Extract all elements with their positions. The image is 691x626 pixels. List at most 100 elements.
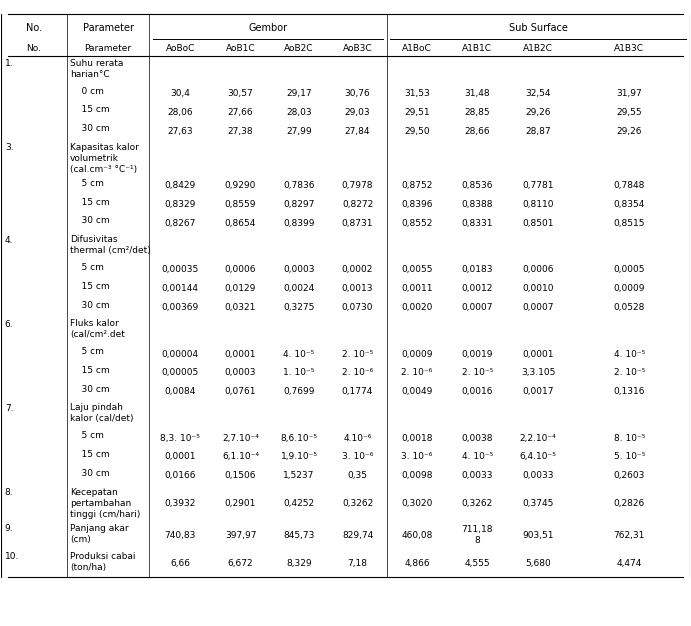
Text: 460,08: 460,08 <box>401 531 433 540</box>
Text: 0,9290: 0,9290 <box>225 182 256 190</box>
Text: 0,8110: 0,8110 <box>522 200 554 209</box>
Text: 0,3745: 0,3745 <box>522 498 554 508</box>
Text: 0,0005: 0,0005 <box>614 265 645 274</box>
Text: 0,8501: 0,8501 <box>522 218 554 228</box>
Text: A1B3C: A1B3C <box>614 44 645 53</box>
Text: 30 cm: 30 cm <box>70 469 110 478</box>
Text: 0,00035: 0,00035 <box>162 265 199 274</box>
Text: 2. 10⁻⁵: 2. 10⁻⁵ <box>462 368 493 377</box>
Text: Parameter: Parameter <box>82 23 133 33</box>
Text: 0,8396: 0,8396 <box>401 200 433 209</box>
Text: 3.: 3. <box>5 143 13 153</box>
Text: 0,7836: 0,7836 <box>283 182 315 190</box>
Text: 3. 10⁻⁶: 3. 10⁻⁶ <box>401 453 433 461</box>
Text: Difusivitas
thermal (cm²/det): Difusivitas thermal (cm²/det) <box>70 235 151 255</box>
Text: 0,0009: 0,0009 <box>614 284 645 293</box>
Text: 8. 10⁻⁵: 8. 10⁻⁵ <box>614 434 645 443</box>
Text: Produksi cabai
(ton/ha): Produksi cabai (ton/ha) <box>70 552 135 572</box>
Text: 2. 10⁻⁵: 2. 10⁻⁵ <box>614 368 645 377</box>
Text: 27,38: 27,38 <box>228 126 254 135</box>
Text: 0,0098: 0,0098 <box>401 471 433 480</box>
Text: 0,1316: 0,1316 <box>614 387 645 396</box>
Text: 5 cm: 5 cm <box>70 179 104 188</box>
Text: 0,0033: 0,0033 <box>462 471 493 480</box>
Text: 15 cm: 15 cm <box>70 198 110 207</box>
Text: 740,83: 740,83 <box>164 531 196 540</box>
Text: 0,0010: 0,0010 <box>522 284 554 293</box>
Text: 2,2.10⁻⁴: 2,2.10⁻⁴ <box>520 434 556 443</box>
Text: 31,53: 31,53 <box>404 89 430 98</box>
Text: 0,8752: 0,8752 <box>401 182 433 190</box>
Text: 4.10⁻⁶: 4.10⁻⁶ <box>343 434 372 443</box>
Text: 28,03: 28,03 <box>286 108 312 117</box>
Text: 762,31: 762,31 <box>614 531 645 540</box>
Text: 8,329: 8,329 <box>286 559 312 568</box>
Text: 0,0011: 0,0011 <box>401 284 433 293</box>
Text: 30,76: 30,76 <box>345 89 370 98</box>
Text: 0,4252: 0,4252 <box>283 498 314 508</box>
Text: 0,0016: 0,0016 <box>462 387 493 396</box>
Text: 0,8272: 0,8272 <box>342 200 373 209</box>
Text: 1.: 1. <box>5 59 13 68</box>
Text: 30 cm: 30 cm <box>70 217 110 225</box>
Text: 0,0003: 0,0003 <box>283 265 315 274</box>
Text: 30,57: 30,57 <box>227 89 254 98</box>
Text: 28,66: 28,66 <box>464 126 490 135</box>
Text: 6,1.10⁻⁴: 6,1.10⁻⁴ <box>222 453 259 461</box>
Text: 0,0049: 0,0049 <box>401 387 433 396</box>
Text: 0,3262: 0,3262 <box>342 498 373 508</box>
Text: 2. 10⁻⁶: 2. 10⁻⁶ <box>342 368 373 377</box>
Text: 4. 10⁻⁵: 4. 10⁻⁵ <box>283 350 314 359</box>
Text: 30 cm: 30 cm <box>70 300 110 309</box>
Text: 27,66: 27,66 <box>228 108 254 117</box>
Text: 0,00144: 0,00144 <box>162 284 199 293</box>
Text: Fluks kalor
(cal/cm².det: Fluks kalor (cal/cm².det <box>70 319 125 339</box>
Text: 0,0038: 0,0038 <box>462 434 493 443</box>
Text: A1B2C: A1B2C <box>523 44 553 53</box>
Text: 31,48: 31,48 <box>464 89 490 98</box>
Text: 29,26: 29,26 <box>616 126 642 135</box>
Text: 845,73: 845,73 <box>283 531 314 540</box>
Text: A1BoC: A1BoC <box>402 44 432 53</box>
Text: 30 cm: 30 cm <box>70 384 110 394</box>
Text: 5 cm: 5 cm <box>70 263 104 272</box>
Text: 0,3262: 0,3262 <box>462 498 493 508</box>
Text: 0,1506: 0,1506 <box>225 471 256 480</box>
Text: 0,0129: 0,0129 <box>225 284 256 293</box>
Text: 2. 10⁻⁶: 2. 10⁻⁶ <box>401 368 433 377</box>
Text: 0,8297: 0,8297 <box>283 200 314 209</box>
Text: 711,18
8: 711,18 8 <box>462 525 493 545</box>
Text: 1,5237: 1,5237 <box>283 471 314 480</box>
Text: 0,0183: 0,0183 <box>462 265 493 274</box>
Text: Kapasitas kalor
volumetrik
(cal.cm⁻³ °C⁻¹): Kapasitas kalor volumetrik (cal.cm⁻³ °C⁻… <box>70 143 139 174</box>
Text: AoB2C: AoB2C <box>284 44 314 53</box>
Text: 0,8267: 0,8267 <box>164 218 196 228</box>
Text: 15 cm: 15 cm <box>70 450 110 459</box>
Text: 2,7.10⁻⁴: 2,7.10⁻⁴ <box>222 434 259 443</box>
Text: Gembor: Gembor <box>249 23 287 33</box>
Text: 0,7978: 0,7978 <box>342 182 373 190</box>
Text: 15 cm: 15 cm <box>70 105 110 115</box>
Text: 6,672: 6,672 <box>228 559 254 568</box>
Text: Kecepatan
pertambahan
tinggi (cm/hari): Kecepatan pertambahan tinggi (cm/hari) <box>70 488 140 519</box>
Text: 0,00369: 0,00369 <box>162 303 199 312</box>
Text: AoB3C: AoB3C <box>343 44 372 53</box>
Text: 4.: 4. <box>5 236 13 245</box>
Text: A1B1C: A1B1C <box>462 44 492 53</box>
Text: 15 cm: 15 cm <box>70 282 110 291</box>
Text: 0,3020: 0,3020 <box>401 498 433 508</box>
Text: 0,1774: 0,1774 <box>342 387 373 396</box>
Text: 27,99: 27,99 <box>286 126 312 135</box>
Text: 903,51: 903,51 <box>522 531 554 540</box>
Text: 0,8354: 0,8354 <box>614 200 645 209</box>
Text: 29,26: 29,26 <box>525 108 551 117</box>
Text: 0,2603: 0,2603 <box>614 471 645 480</box>
Text: 0,0012: 0,0012 <box>462 284 493 293</box>
Text: 0,0084: 0,0084 <box>164 387 196 396</box>
Text: 8,3. 10⁻⁵: 8,3. 10⁻⁵ <box>160 434 200 443</box>
Text: 0,0024: 0,0024 <box>283 284 314 293</box>
Text: 27,63: 27,63 <box>167 126 193 135</box>
Text: AoB1C: AoB1C <box>226 44 256 53</box>
Text: 0,0730: 0,0730 <box>342 303 373 312</box>
Text: 0,2901: 0,2901 <box>225 498 256 508</box>
